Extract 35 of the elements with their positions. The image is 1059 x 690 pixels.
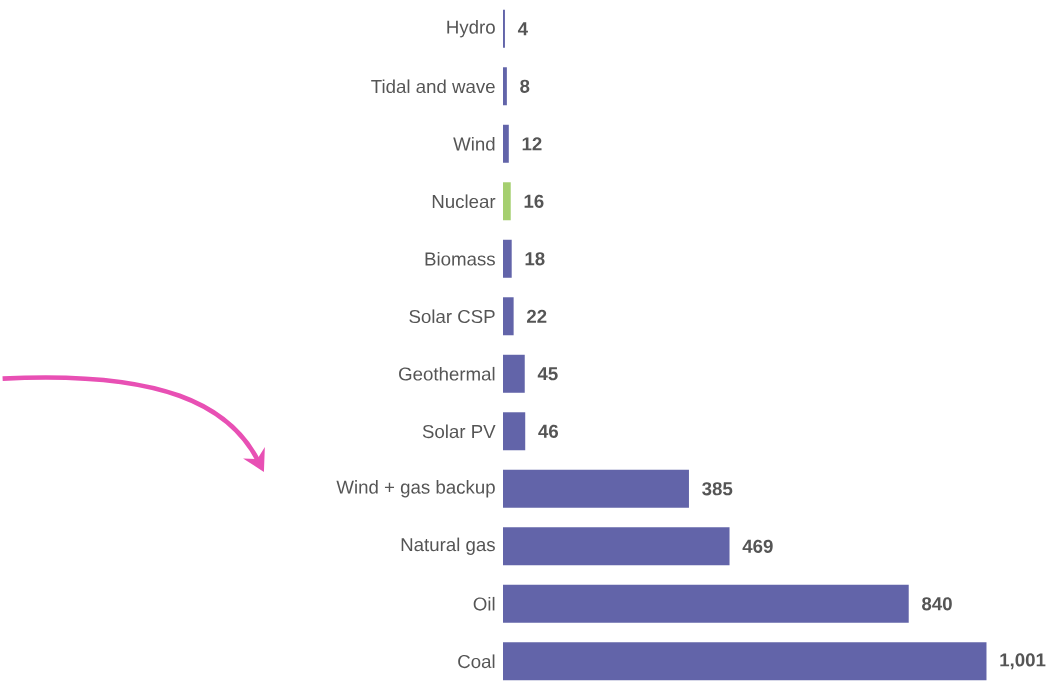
y-tick-label: Natural gas: [401, 537, 495, 555]
data-label: 16: [524, 194, 544, 208]
y-tick-label: Nuclear: [432, 194, 496, 209]
data-label: 385: [702, 482, 733, 496]
data-label: 12: [522, 137, 542, 151]
bar: [503, 469, 689, 508]
bar: [503, 354, 525, 393]
y-tick-label: Biomass: [425, 251, 495, 266]
y-tick-label: Coal: [458, 654, 495, 669]
y-tick-label: Wind: [453, 136, 495, 151]
bar: [503, 182, 511, 221]
y-tick-label: Solar PV: [422, 424, 496, 439]
data-label: 45: [537, 367, 558, 381]
bar: [503, 527, 730, 566]
bar: [503, 584, 909, 623]
y-tick-label: Tidal and wave: [371, 79, 495, 94]
y-tick-label: Hydro: [447, 20, 495, 38]
data-label: 1,001: [1000, 653, 1046, 670]
y-tick-label: Oil: [473, 596, 495, 611]
y-tick-label: Geothermal: [399, 366, 495, 381]
bar: [503, 239, 512, 278]
data-label: 4: [517, 22, 528, 36]
bar: [503, 642, 987, 681]
data-label: 18: [525, 252, 545, 266]
y-tick-label: Wind + gas backup: [336, 480, 495, 498]
y-tick-label: Solar CSP: [409, 309, 495, 324]
bar: [503, 124, 509, 163]
data-label: 22: [526, 309, 547, 323]
bar: [503, 67, 507, 106]
bar: [503, 412, 526, 451]
data-label: 46: [538, 424, 559, 438]
bar: [503, 297, 514, 336]
data-label: 8: [520, 79, 530, 93]
data-label: 469: [742, 539, 773, 553]
data-label: 840: [922, 597, 952, 611]
